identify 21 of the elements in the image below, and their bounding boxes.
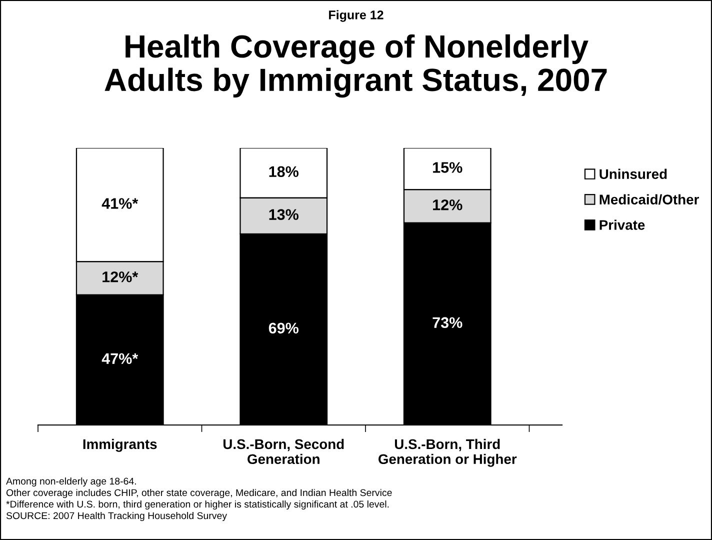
text: Among non-elderly age 18-64. xyxy=(6,477,136,487)
source-note: SOURCE: 2007 Health Tracking Household Survey xyxy=(6,512,228,522)
legend-label: Private xyxy=(600,220,645,230)
data-label: 12%* xyxy=(102,271,138,282)
data-label: 47%* xyxy=(102,353,138,364)
x-tick-label: Immigrants xyxy=(83,438,157,452)
data-label: 73% xyxy=(432,317,462,328)
data-label: 15% xyxy=(433,162,462,173)
text: *Difference with U.S. born, third generation or higher is statistically significant at .05 level. xyxy=(6,500,389,510)
data-label: 13% xyxy=(269,209,299,220)
data-label: 12% xyxy=(433,199,462,210)
legend-label: Medicaid/Other xyxy=(600,194,699,205)
data-label: 69% xyxy=(268,322,299,334)
text: Other coverage includes CHIP, other state coverage, Medicare, and Indian Health Service xyxy=(6,488,392,498)
x-tick-label: U.S.-Born, Third Generation or Higher xyxy=(378,438,517,467)
data-label: 41%* xyxy=(102,198,138,209)
chart-subtitle: Figure 12 xyxy=(329,10,384,22)
data-label: 18% xyxy=(269,166,299,178)
legend-label: Uninsured xyxy=(600,168,667,180)
chart-title: Health Coverage of Nonelderly Adults by Immigrant Status, 2007 xyxy=(104,34,607,98)
x-tick-label: U.S.-Born, Second Generation xyxy=(224,438,344,464)
